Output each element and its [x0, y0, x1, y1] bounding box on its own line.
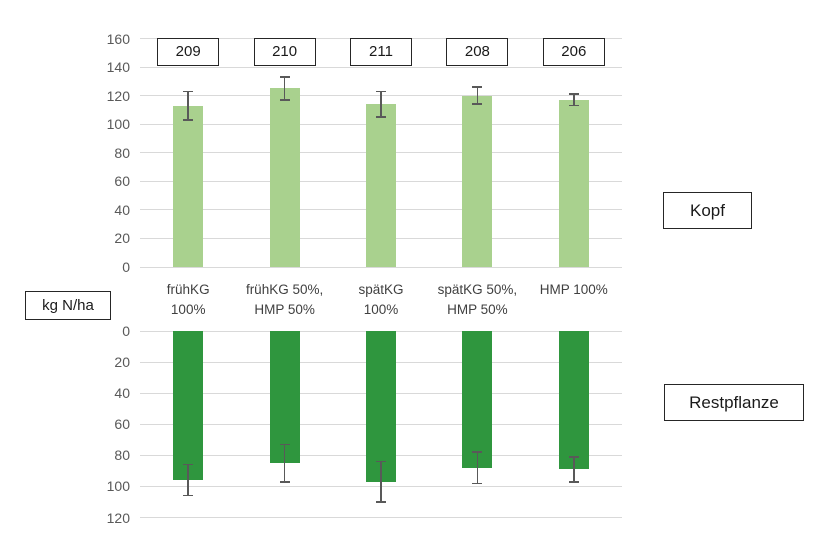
kopf-series-label-box: Kopf	[663, 192, 752, 229]
y-axis-tick-label: 80	[114, 144, 130, 161]
total-label-box: 210	[253, 38, 316, 66]
error-bar-cap	[568, 104, 579, 107]
x-axis-category-label: frühKG 50%, HMP 50%	[245, 282, 324, 317]
total-label-box: 208	[446, 38, 509, 66]
error-bar-cap	[183, 463, 194, 466]
error-bar-cap	[376, 460, 386, 463]
bar-kopf	[269, 88, 300, 267]
y-axis-tick-label: 100	[106, 116, 130, 133]
error-bar-cap	[183, 119, 194, 121]
bar-kopf	[173, 105, 204, 267]
gridline	[140, 66, 622, 68]
error-bar-cap	[183, 494, 194, 497]
y-axis-tick-label: 20	[114, 230, 130, 247]
error-bar-line	[380, 461, 382, 502]
error-bar-cap	[568, 481, 579, 483]
bar-restpflanze	[462, 331, 493, 468]
error-bar-cap	[472, 482, 483, 485]
error-bar-cap	[472, 103, 483, 105]
error-bar-cap	[183, 90, 194, 93]
y-axis-tick-label: 0	[122, 259, 130, 275]
error-bar-cap	[568, 456, 579, 458]
error-bar-cap	[472, 451, 483, 453]
y-axis-tick-label: 160	[106, 30, 130, 47]
error-bar-cap	[279, 76, 290, 78]
gridline	[140, 266, 622, 268]
y-axis-tick-label: 120	[106, 87, 130, 104]
bar-kopf	[462, 95, 493, 267]
y-axis-tick-label: 60	[114, 173, 130, 190]
y-axis-tick-label: 140	[106, 59, 130, 76]
kopf-series-label: Kopf	[690, 200, 725, 220]
error-bar-cap	[376, 116, 386, 118]
bar-kopf	[366, 104, 396, 267]
restpflanze-series-label-box: Restpflanze	[664, 384, 804, 421]
error-bar-cap	[279, 443, 290, 446]
total-label-box: 211	[350, 38, 412, 66]
y-axis-tick-label: 40	[114, 385, 130, 402]
error-bar-line	[476, 87, 479, 105]
y-axis-tick-label: 60	[114, 416, 130, 433]
total-label-box: 209	[157, 38, 220, 66]
error-bar-cap	[568, 93, 579, 95]
axis-unit-label-box: kg N/ha	[25, 291, 111, 320]
error-bar-line	[573, 94, 575, 106]
total-label-box: 206	[542, 38, 605, 66]
error-bar-line	[187, 464, 189, 496]
y-axis-tick-label: 120	[106, 509, 130, 526]
error-bar-line	[283, 444, 286, 482]
y-axis-tick-label: 40	[114, 201, 130, 218]
error-bar-line	[476, 452, 479, 484]
error-bar-cap	[279, 99, 290, 101]
error-bar-cap	[472, 86, 483, 88]
restpflanze-series-label: Restpflanze	[689, 392, 779, 412]
y-axis-tick-label: 100	[106, 478, 130, 495]
x-axis-category-label: frühKG 100%	[166, 282, 210, 317]
bar-restpflanze	[366, 331, 396, 482]
error-bar-line	[187, 91, 189, 120]
error-bar-line	[380, 91, 382, 118]
error-bar-line	[283, 77, 286, 100]
x-axis-category-label: spätKG 50%, HMP 50%	[437, 282, 518, 317]
error-bar-cap	[376, 501, 386, 503]
bar-restpflanze	[558, 331, 589, 470]
bar-kopf	[558, 99, 589, 267]
y-axis-tick-label: 80	[114, 447, 130, 464]
y-axis-tick-label: 0	[122, 323, 130, 339]
y-axis-tick-label: 20	[114, 354, 130, 371]
gridline	[140, 517, 622, 518]
x-axis-category-label: HMP 100%	[539, 282, 608, 297]
error-bar-cap	[376, 90, 386, 93]
bar-restpflanze	[173, 331, 204, 481]
error-bar-cap	[279, 481, 290, 483]
axis-unit-label: kg N/ha	[42, 297, 94, 314]
bar-restpflanze	[269, 331, 300, 464]
x-axis-category-label: spätKG 100%	[358, 282, 404, 317]
error-bar-line	[573, 456, 575, 482]
